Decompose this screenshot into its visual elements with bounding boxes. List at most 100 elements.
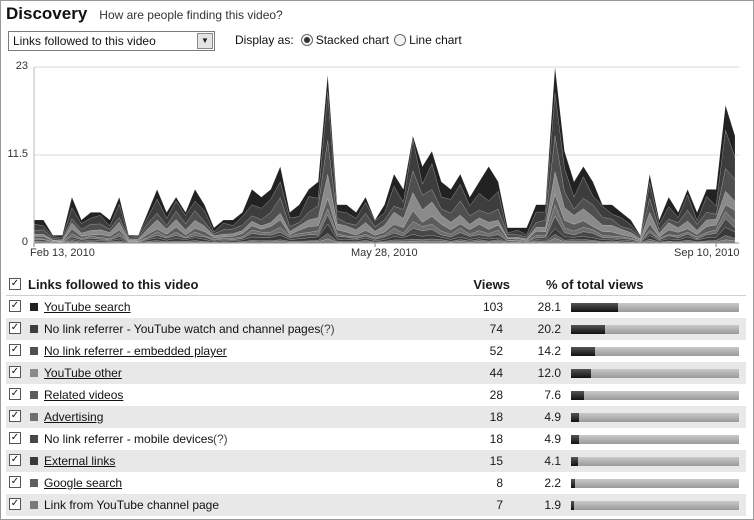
views-value: 7 (496, 498, 503, 512)
share-bar (571, 369, 739, 378)
help-hint-icon[interactable]: (?) (213, 432, 228, 446)
series-color-swatch (30, 501, 38, 509)
share-bar (571, 413, 739, 422)
stacked-chart-radio[interactable] (300, 34, 313, 46)
header-source-label: Links followed to this video (28, 277, 199, 292)
share-bar (571, 347, 739, 356)
source-name: No link referrer - mobile devices (44, 432, 214, 446)
line-chart-label[interactable]: Line chart (409, 33, 462, 47)
line-chart-radio[interactable] (394, 34, 407, 46)
share-bar (571, 325, 739, 334)
row-checkbox[interactable]: ✓ (9, 454, 21, 466)
pct-value: 20.2 (537, 322, 561, 336)
source-name[interactable]: YouTube other (44, 366, 122, 380)
pct-value: 28.1 (537, 300, 561, 314)
pct-value: 2.2 (544, 476, 561, 490)
pct-value: 12.0 (537, 366, 561, 380)
table-row: ✓ Link from YouTube channel page 7 1.9 (6, 494, 746, 516)
row-checkbox[interactable]: ✓ (9, 498, 21, 510)
x-tick-label: Sep 10, 2010 (674, 247, 740, 259)
pct-value: 14.2 (537, 344, 561, 358)
source-name[interactable]: YouTube search (44, 300, 131, 314)
share-bar-fill (571, 303, 619, 312)
views-value: 15 (489, 454, 503, 468)
source-name[interactable]: Google search (44, 476, 123, 490)
traffic-source-table: ✓ YouTube search 103 28.1 ✓ No link referrer … (6, 296, 746, 516)
series-color-swatch (30, 435, 38, 443)
share-bar-fill (571, 435, 580, 444)
y-tick-label: 23 (15, 60, 28, 72)
views-value: 52 (489, 344, 503, 358)
select-all-checkbox[interactable]: ✓ (9, 278, 21, 290)
source-name[interactable]: No link referrer - embedded player (44, 344, 227, 358)
share-bar-fill (571, 325, 605, 334)
share-bar (571, 479, 739, 488)
series-color-swatch (30, 391, 38, 399)
chevron-down-icon[interactable]: ▼ (197, 33, 213, 49)
share-bar-fill (571, 347, 595, 356)
share-bar-fill (571, 501, 575, 510)
pct-value: 1.9 (544, 498, 561, 512)
source-name[interactable]: Advertising (44, 410, 104, 424)
table-row: ✓ No link referrer - embedded player 52 14.… (6, 340, 746, 362)
row-checkbox[interactable]: ✓ (9, 366, 21, 378)
row-checkbox[interactable]: ✓ (9, 410, 21, 422)
views-value: 103 (482, 300, 503, 314)
share-bar-fill (571, 413, 580, 422)
source-dropdown-value: Links followed to this video (13, 34, 156, 48)
page-title: Discovery (6, 4, 88, 23)
pct-value: 4.9 (544, 432, 561, 446)
x-tick-label: Feb 13, 2010 (30, 247, 95, 259)
views-value: 44 (489, 366, 503, 380)
views-value: 18 (489, 410, 503, 424)
table-row: ✓ Related videos 28 7.6 (6, 384, 746, 406)
table-row: ✓ No link referrer - mobile devices (?) 18… (6, 428, 746, 450)
display-as-label: Display as: (235, 33, 294, 47)
views-value: 18 (489, 432, 503, 446)
share-bar-fill (571, 479, 575, 488)
share-bar (571, 391, 739, 400)
table-row: ✓ YouTube other 44 12.0 (6, 362, 746, 384)
page-subtitle: How are people finding this video? (99, 8, 283, 22)
row-checkbox[interactable]: ✓ (9, 388, 21, 400)
source-name[interactable]: External links (44, 454, 116, 468)
source-name[interactable]: Related videos (44, 388, 124, 402)
series-color-swatch (30, 413, 38, 421)
share-bar (571, 457, 739, 466)
row-checkbox[interactable]: ✓ (9, 344, 21, 356)
table-row: ✓ External links 15 4.1 (6, 450, 746, 472)
source-dropdown[interactable]: Links followed to this video ▼ (8, 31, 215, 51)
display-as-group: Display as: Stacked chart Line chart (235, 31, 462, 49)
row-checkbox[interactable]: ✓ (9, 300, 21, 312)
stacked-area-svg (33, 66, 739, 247)
header-pct: % of total views (546, 277, 644, 292)
views-value: 8 (496, 476, 503, 490)
stacked-chart-label[interactable]: Stacked chart (315, 33, 390, 47)
pct-value: 4.9 (544, 410, 561, 424)
x-tick-label: May 28, 2010 (351, 247, 418, 259)
discovery-chart: 23 11.5 0 Feb 13, 2010 May 28, 2010 Sep … (0, 58, 754, 268)
share-bar-fill (571, 391, 584, 400)
help-hint-icon[interactable]: (?) (320, 322, 335, 336)
table-row: ✓ YouTube search 103 28.1 (6, 296, 746, 318)
y-tick-label: 11.5 (7, 148, 28, 160)
series-color-swatch (30, 457, 38, 465)
views-value: 74 (489, 322, 503, 336)
series-color-swatch (30, 325, 38, 333)
series-color-swatch (30, 479, 38, 487)
series-color-swatch (30, 303, 38, 311)
table-header: ✓ Links followed to this video Views % o… (6, 276, 746, 296)
row-checkbox[interactable]: ✓ (9, 432, 21, 444)
series-area (33, 91, 736, 240)
series-color-swatch (30, 369, 38, 377)
source-name: No link referrer - YouTube watch and cha… (44, 322, 321, 336)
table-row: ✓ Google search 8 2.2 (6, 472, 746, 494)
table-row: ✓ Advertising 18 4.9 (6, 406, 746, 428)
series-area (33, 66, 736, 238)
row-checkbox[interactable]: ✓ (9, 322, 21, 334)
share-bar-fill (571, 457, 578, 466)
pct-value: 7.6 (544, 388, 561, 402)
header-views: Views (473, 277, 510, 292)
views-value: 28 (489, 388, 503, 402)
row-checkbox[interactable]: ✓ (9, 476, 21, 488)
